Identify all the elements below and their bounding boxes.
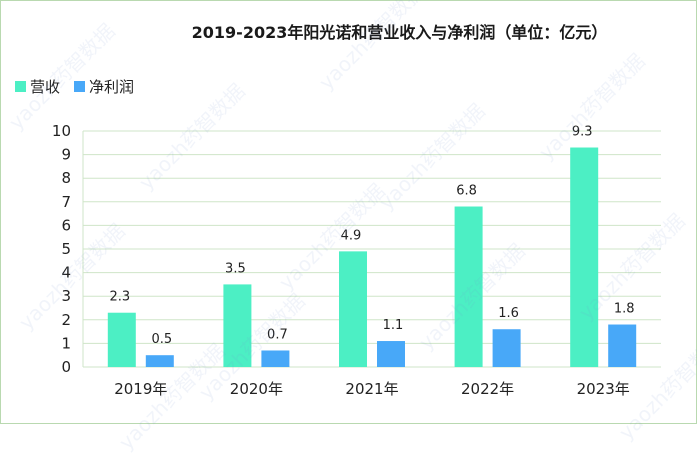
revenue-data-label: 3.5 [225, 261, 246, 276]
revenue-data-label: 2.3 [109, 290, 130, 305]
y-tick-label: 5 [61, 240, 71, 258]
y-tick-label: 6 [61, 216, 71, 234]
x-tick-label: 2022年 [461, 380, 514, 398]
chart-title: 2019-2023年阳光诺和营业收入与净利润（单位：亿元） [191, 23, 608, 42]
revenue-bar [339, 251, 367, 367]
net-profit-data-label: 1.1 [383, 318, 404, 333]
x-tick-label: 2021年 [345, 380, 398, 398]
net-profit-bar [608, 324, 637, 367]
legend-item-net-profit: 净利润 [74, 76, 134, 97]
y-tick-label: 1 [61, 334, 71, 352]
revenue-data-label: 4.9 [341, 228, 362, 243]
x-tick-label: 2020年 [230, 380, 283, 398]
revenue-data-label: 6.8 [456, 184, 477, 199]
x-tick-label: 2019年 [114, 380, 167, 398]
y-tick-label: 8 [61, 169, 71, 187]
x-tick-label: 2023年 [577, 380, 630, 398]
y-tick-label: 9 [61, 146, 71, 164]
net-profit-bar [492, 329, 521, 367]
y-tick-label: 7 [61, 193, 71, 211]
net-profit-data-label: 0.5 [151, 332, 172, 347]
revenue-bar [223, 284, 252, 367]
legend-item-revenue: 营收 [15, 76, 60, 97]
legend-swatch-revenue [15, 81, 26, 92]
legend: 营收 净利润 [15, 76, 148, 97]
revenue-bar [570, 147, 599, 367]
bar-chart: 0 1 2 3 4 5 6 7 8 9 10 2.3 0.5 2019年 3.5 0.7 2020年 4.9 1.1… [52, 122, 661, 398]
y-tick-label: 0 [61, 358, 71, 376]
y-tick-label: 10 [52, 122, 71, 140]
y-tick-label: 3 [61, 287, 71, 305]
net-profit-data-label: 1.6 [498, 306, 519, 321]
revenue-bar [107, 312, 136, 367]
net-profit-bar [261, 350, 290, 367]
revenue-data-label: 9.3 [572, 125, 593, 140]
revenue-bar [454, 206, 483, 367]
net-profit-data-label: 1.8 [614, 302, 635, 317]
net-profit-bar [377, 341, 405, 367]
net-profit-data-label: 0.7 [267, 327, 288, 342]
net-profit-bar [145, 355, 174, 367]
legend-swatch-net-profit [74, 81, 86, 92]
legend-label-net-profit: 净利润 [89, 78, 135, 96]
y-tick-label: 2 [61, 311, 71, 329]
y-tick-label: 4 [61, 264, 71, 282]
legend-label-revenue: 营收 [30, 78, 61, 96]
